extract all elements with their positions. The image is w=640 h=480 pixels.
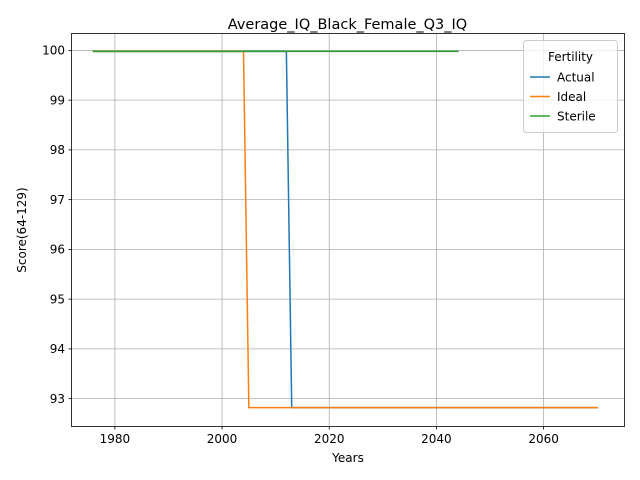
- x-tick-label: 2060: [528, 432, 559, 446]
- y-tick-label: 97: [50, 193, 65, 207]
- series-group: [92, 50, 598, 409]
- legend-label-sterile: Sterile: [557, 109, 596, 123]
- legend-title: Fertility: [548, 50, 593, 64]
- x-axis: 1980 2000 2020 2040 2060: [100, 426, 559, 446]
- y-tick-label: 96: [50, 243, 65, 257]
- legend-label-ideal: Ideal: [557, 90, 586, 104]
- x-tick-label: 2000: [207, 432, 238, 446]
- plot-area-frame: [71, 33, 625, 427]
- y-tick-label: 100: [42, 44, 65, 58]
- x-tick-label: 2040: [421, 432, 452, 446]
- y-tick-label: 95: [50, 292, 65, 306]
- x-axis-label: Years: [331, 451, 364, 465]
- chart-title: Average_IQ_Black_Female_Q3_IQ: [228, 17, 467, 33]
- y-tick-label: 99: [50, 93, 65, 107]
- legend-box: [523, 40, 618, 133]
- y-tick-label: 93: [50, 392, 65, 406]
- y-axis: 93 94 95 96 97 98 99 100: [42, 44, 72, 406]
- x-tick-label: 1980: [100, 432, 131, 446]
- legend-label-actual: Actual: [557, 70, 595, 84]
- y-tick-label: 98: [50, 143, 65, 157]
- y-axis-label: Score(64-129): [15, 187, 29, 272]
- grid: [72, 34, 624, 426]
- legend: Fertility Actual Ideal Sterile: [523, 40, 618, 133]
- y-tick-label: 94: [50, 342, 65, 356]
- x-tick-label: 2020: [314, 432, 345, 446]
